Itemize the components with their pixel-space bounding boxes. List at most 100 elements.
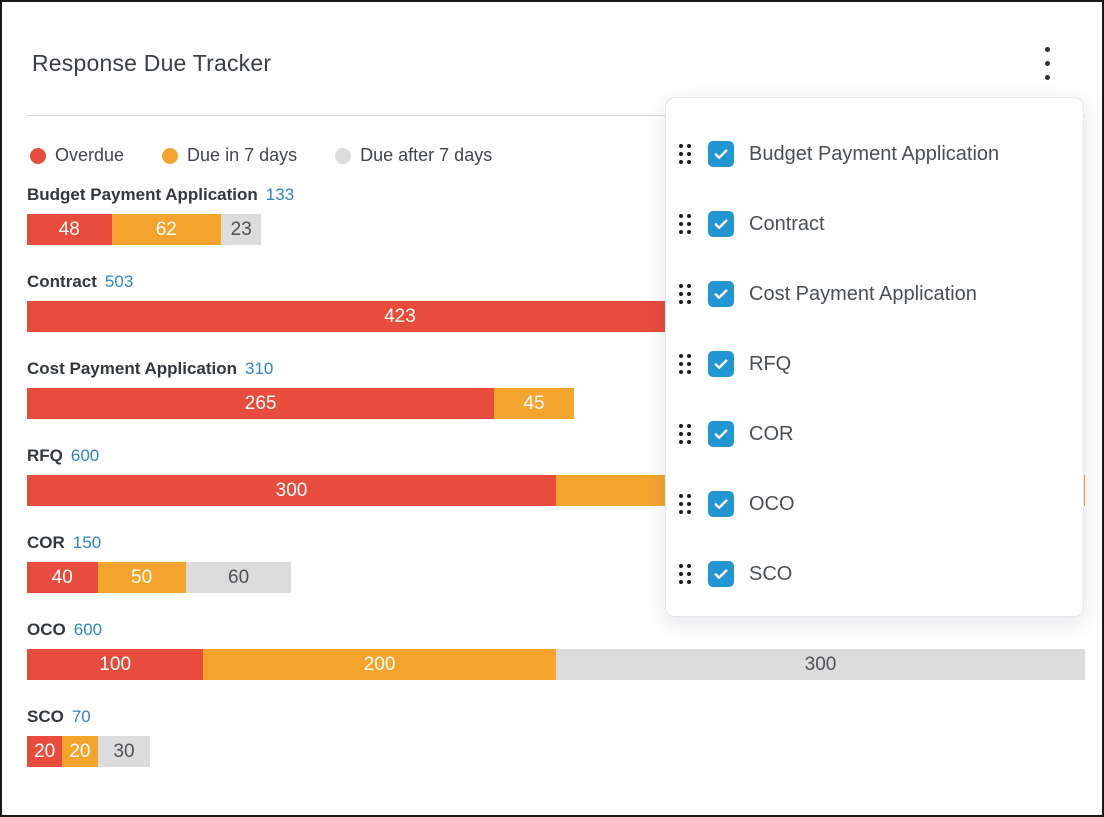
legend-dot-icon <box>162 147 179 164</box>
segment-value: 300 <box>275 479 308 501</box>
segment-value: 23 <box>230 218 252 240</box>
bar-segment-overdue[interactable]: 265 <box>27 388 495 419</box>
category-settings-panel: Budget Payment Application Contract Cost P… <box>665 97 1084 617</box>
category-checkbox[interactable] <box>708 351 734 377</box>
segment-value: 50 <box>131 566 153 588</box>
kebab-dot <box>1044 46 1050 52</box>
drag-handle-icon[interactable] <box>679 564 691 584</box>
chart-row: Cost Payment Application 310 265 45 <box>27 358 1085 419</box>
category-label: Budget Payment Application 133 <box>27 184 1085 205</box>
drag-handle-icon[interactable] <box>679 354 691 374</box>
panel-item-label: OCO <box>749 492 795 515</box>
kebab-dot <box>1044 60 1050 66</box>
category-name: Contract <box>27 272 97 291</box>
bar-segment-overdue[interactable]: 423 <box>27 301 773 332</box>
bar-segment-due7[interactable]: 62 <box>111 214 221 245</box>
category-total: 133 <box>265 185 295 204</box>
category-name: SCO <box>27 707 64 726</box>
bar-segment-due7[interactable]: 20 <box>62 736 98 767</box>
checkmark-icon <box>714 149 728 159</box>
bar-segment-after7[interactable]: 60 <box>185 562 292 593</box>
bar-segment-overdue[interactable]: 100 <box>27 649 204 680</box>
category-total: 600 <box>73 620 103 639</box>
panel-item[interactable]: Cost Payment Application <box>666 259 1083 329</box>
bar-segment-overdue[interactable]: 20 <box>27 736 63 767</box>
legend-label: Due after 7 days <box>360 145 493 165</box>
segment-value: 30 <box>113 740 135 762</box>
panel-item[interactable]: SCO <box>666 539 1083 609</box>
segment-value: 20 <box>34 740 56 762</box>
drag-handle-icon[interactable] <box>679 424 691 444</box>
checkmark-icon <box>714 289 728 299</box>
page-title: Response Due Tracker <box>32 50 272 76</box>
category-name: Budget Payment Application <box>27 185 258 204</box>
bar-segment-overdue[interactable]: 48 <box>27 214 112 245</box>
chart-row: SCO 70 20 20 30 <box>27 706 1085 767</box>
kebab-menu-button[interactable] <box>1036 40 1058 86</box>
segment-value: 48 <box>58 218 80 240</box>
panel-item-label: RFQ <box>749 352 792 375</box>
category-checkbox[interactable] <box>708 561 734 587</box>
drag-handle-icon[interactable] <box>679 494 691 514</box>
bar-segment-after7[interactable]: 300 <box>555 649 1085 680</box>
bar-segment-due7[interactable]: 200 <box>203 649 556 680</box>
category-checkbox[interactable] <box>708 141 734 167</box>
stacked-bar: 20 20 30 <box>27 736 1085 767</box>
legend: Overdue Due in 7 days Due after 7 days <box>30 145 492 166</box>
segment-value: 100 <box>99 653 132 675</box>
segment-value: 200 <box>363 653 396 675</box>
category-label: Contract 503 <box>27 271 1085 292</box>
category-label: SCO 70 <box>27 706 1085 727</box>
kebab-dot <box>1044 74 1050 80</box>
category-checkbox[interactable] <box>708 491 734 517</box>
drag-handle-icon[interactable] <box>679 144 691 164</box>
bar-segment-after7[interactable]: 23 <box>220 214 262 245</box>
legend-item-due7[interactable]: Due in 7 days <box>162 145 297 166</box>
bar-segment-after7[interactable]: 30 <box>97 736 151 767</box>
category-checkbox[interactable] <box>708 421 734 447</box>
legend-dot-icon <box>30 147 46 164</box>
checkmark-icon <box>714 429 728 439</box>
segment-value: 265 <box>244 392 277 414</box>
category-checkbox[interactable] <box>708 281 734 307</box>
drag-handle-icon[interactable] <box>679 284 691 304</box>
bar-segment-due7[interactable]: 50 <box>97 562 186 593</box>
panel-item-label: COR <box>749 422 794 445</box>
segment-value: 60 <box>228 566 250 588</box>
bar-segment-due7[interactable]: 45 <box>494 388 574 419</box>
stacked-bar: 48 62 23 <box>27 214 1085 245</box>
panel-item[interactable]: Budget Payment Application <box>666 119 1083 189</box>
panel-item[interactable]: COR <box>666 399 1083 469</box>
panel-item-label: Contract <box>749 212 825 235</box>
segment-value: 300 <box>804 653 837 675</box>
panel-item[interactable]: Contract <box>666 189 1083 259</box>
legend-label: Due in 7 days <box>187 145 298 165</box>
category-name: RFQ <box>27 446 63 465</box>
category-label: COR 150 <box>27 532 1085 553</box>
legend-item-after7[interactable]: Due after 7 days <box>335 145 492 166</box>
legend-label: Overdue <box>55 145 125 165</box>
segment-value: 20 <box>69 740 91 762</box>
segment-value: 40 <box>51 566 73 588</box>
drag-handle-icon[interactable] <box>679 214 691 234</box>
checkmark-icon <box>714 499 728 509</box>
category-label: OCO 600 <box>27 619 1085 640</box>
bar-segment-overdue[interactable]: 40 <box>27 562 98 593</box>
panel-item[interactable]: RFQ <box>666 329 1083 399</box>
stacked-bar: 40 50 60 <box>27 562 1085 593</box>
bar-segment-overdue[interactable]: 300 <box>27 475 556 506</box>
checkmark-icon <box>714 219 728 229</box>
category-total: 70 <box>71 707 91 726</box>
header-divider <box>27 115 1085 116</box>
category-label: Cost Payment Application 310 <box>27 358 1085 379</box>
category-name: Cost Payment Application <box>27 359 238 378</box>
legend-item-overdue[interactable]: Overdue <box>30 145 124 166</box>
stacked-bar: 100 200 300 <box>27 649 1085 680</box>
chart-row: OCO 600 100 200 300 <box>27 619 1085 680</box>
category-total: 503 <box>104 272 134 291</box>
category-name: COR <box>27 533 65 552</box>
panel-item[interactable]: OCO <box>666 469 1083 539</box>
category-name: OCO <box>27 620 66 639</box>
segment-value: 45 <box>523 392 545 414</box>
category-checkbox[interactable] <box>708 211 734 237</box>
